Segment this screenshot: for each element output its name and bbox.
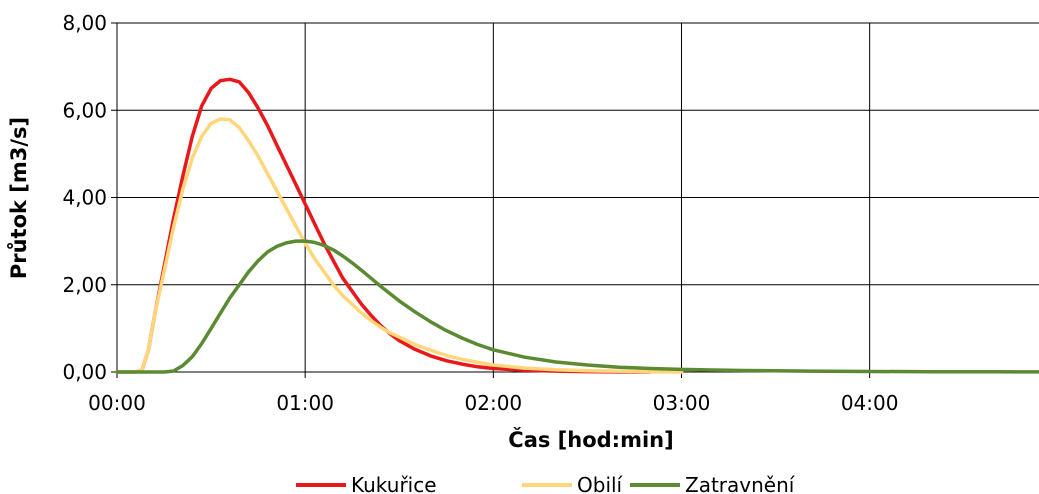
grid-lines (117, 22, 1039, 372)
legend-label-1: Kukuřice (351, 473, 437, 494)
x-tick-label: 02:00 (465, 391, 523, 415)
y-axis-title: Průtok [m3/s] (7, 117, 31, 279)
y-tick-label: 2,00 (62, 273, 107, 297)
legend-label-2: Obilí (577, 473, 624, 494)
y-tick-label: 6,00 (62, 98, 107, 122)
x-tick-label: 04:00 (841, 391, 899, 415)
x-axis-title: Čas [hod:min] (508, 427, 673, 452)
series-lines (115, 77, 1039, 374)
y-tick-label: 8,00 (62, 11, 107, 35)
x-tick-label: 03:00 (653, 391, 711, 415)
y-axis-ticks: 0,00 2,00 4,00 6,00 8,00 (62, 11, 117, 384)
x-tick-label: 01:00 (276, 391, 334, 415)
y-tick-label: 0,00 (62, 360, 107, 384)
legend: Kukuřice Obilí Zatravnění (296, 473, 796, 494)
series-line-2 (115, 117, 684, 374)
series-line-3 (115, 239, 1039, 374)
x-tick-label: 00:00 (88, 391, 146, 415)
series-line-1 (115, 77, 652, 374)
y-tick-label: 4,00 (62, 186, 107, 210)
x-axis-ticks: 00:00 01:00 02:00 03:00 04:00 (88, 372, 898, 415)
legend-label-3: Zatravnění (685, 473, 796, 494)
